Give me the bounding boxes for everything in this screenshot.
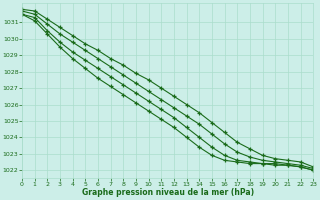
X-axis label: Graphe pression niveau de la mer (hPa): Graphe pression niveau de la mer (hPa)	[82, 188, 254, 197]
